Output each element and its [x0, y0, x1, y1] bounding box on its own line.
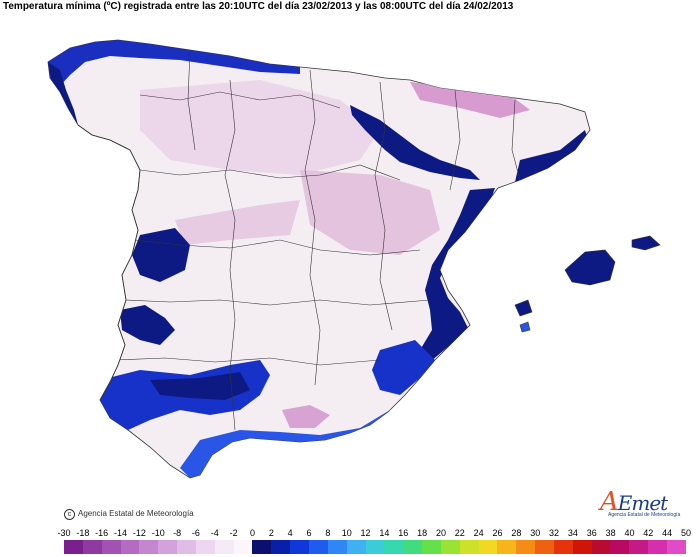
- legend-color-18: [403, 540, 423, 554]
- mild-zone-guadalquivir-dark: [150, 372, 250, 400]
- legend-color-29: [610, 540, 630, 554]
- legend-tick-label: 26: [492, 528, 503, 538]
- menorca: [631, 235, 661, 251]
- mild-zone-north-coast: [48, 40, 300, 88]
- cold-zone-north-plateau: [140, 80, 380, 175]
- legend-tick-label: 34: [567, 528, 578, 538]
- legend-tick-label: -10: [151, 528, 165, 538]
- legend-tick-label: 12: [360, 528, 371, 538]
- legend-tick-label: -8: [173, 528, 182, 538]
- ibiza: [514, 299, 533, 317]
- legend-tick-label: -16: [95, 528, 109, 538]
- mild-zone-catalonia-coast: [515, 130, 588, 182]
- legend-color-22: [478, 540, 498, 554]
- legend-color-23: [497, 540, 517, 554]
- legend-tick-label: 24: [473, 528, 484, 538]
- legend-tick-label: 38: [605, 528, 616, 538]
- legend-tick-label: 18: [417, 528, 428, 538]
- legend-color-17: [384, 540, 404, 554]
- peninsula: [47, 39, 591, 479]
- legend-tick-label: 6: [306, 528, 312, 538]
- formentera: [519, 321, 531, 333]
- legend-color-0: [64, 540, 83, 554]
- copyright-icon: c: [64, 509, 75, 520]
- legend-color-14: [327, 540, 347, 554]
- legend-color-27: [572, 540, 592, 554]
- legend-color-19: [422, 540, 441, 554]
- legend-color-32: [667, 540, 686, 554]
- legend-tick-label: -18: [76, 528, 90, 538]
- mild-zone-ebro-valley: [350, 105, 480, 180]
- cold-zone-central-system: [175, 200, 300, 245]
- legend-tick-label: 40: [624, 528, 635, 538]
- legend-color-25: [535, 540, 554, 554]
- logo-wordmark: AEmet: [600, 487, 668, 517]
- legend-tick-label: 20: [435, 528, 446, 538]
- legend-tick-label: 44: [662, 528, 673, 538]
- legend-color-2: [101, 540, 121, 554]
- region-borders: [114, 49, 521, 431]
- legend-color-8: [214, 540, 234, 554]
- logo-subtitle: Agencia Estatal de Meteorología: [608, 512, 681, 518]
- mild-zone-galicia: [48, 62, 78, 125]
- legend-color-9: [233, 540, 253, 554]
- cold-zone-pyrenees: [410, 82, 530, 118]
- mild-zone-guadiana: [120, 305, 175, 345]
- legend-color-24: [516, 540, 536, 554]
- legend-color-10: [252, 540, 272, 554]
- legend-tick-label: -12: [132, 528, 146, 538]
- legend-tick-label: -30: [57, 528, 71, 538]
- legend-tick-label: 14: [379, 528, 390, 538]
- mallorca: [564, 249, 616, 286]
- legend-tick-label: 30: [530, 528, 541, 538]
- legend-color-16: [365, 540, 385, 554]
- legend-colorbar: [64, 540, 686, 554]
- legend-tick-label: 32: [549, 528, 560, 538]
- legend-color-3: [120, 540, 140, 554]
- legend-tick-label: 36: [586, 528, 597, 538]
- legend-color-1: [82, 540, 102, 554]
- legend-color-26: [553, 540, 573, 554]
- cold-zone-sierra-nevada: [282, 405, 330, 428]
- legend-color-20: [440, 540, 460, 554]
- legend-tick-label: 22: [454, 528, 465, 538]
- legend-tick-label: -2: [229, 528, 238, 538]
- legend-tick-label: 28: [511, 528, 522, 538]
- mild-zone-murcia: [372, 340, 435, 395]
- legend-tick-label: 2: [268, 528, 274, 538]
- legend-color-28: [591, 540, 611, 554]
- mild-zone-south-coast: [180, 395, 420, 478]
- legend-color-5: [158, 540, 178, 554]
- legend-tick-label: 10: [341, 528, 352, 538]
- legend-color-30: [629, 540, 649, 554]
- legend-color-6: [177, 540, 196, 554]
- legend-color-7: [195, 540, 215, 554]
- legend-color-11: [271, 540, 291, 554]
- legend-color-13: [308, 540, 328, 554]
- aemet-logo: AEmet Agencia Estatal de Meteorología: [600, 487, 680, 519]
- legend-color-31: [648, 540, 667, 554]
- portugal-border: [77, 124, 141, 401]
- legend-color-12: [290, 540, 309, 554]
- legend-tick-label: 0: [249, 528, 255, 538]
- legend-color-4: [139, 540, 159, 554]
- legend-tick-label: 16: [398, 528, 409, 538]
- legend-tick-label: 8: [325, 528, 331, 538]
- map-title: Temperatura mínima (ºC) registrada entre…: [3, 1, 514, 12]
- legend-tick-label: 50: [680, 528, 692, 538]
- legend-color-21: [459, 540, 479, 554]
- legend-tick-label: -6: [191, 528, 200, 538]
- legend-tick-label: 4: [287, 528, 293, 538]
- legend-tick-label: 42: [643, 528, 654, 538]
- legend-ticks: -30 -18 -16 -14 -12 -10 -8 -6 -4 -2 0 2 4 6 8 10 12 14 16 1…: [0, 528, 696, 540]
- copyright-text: c Agencia Estatal de Meteorología: [64, 509, 194, 520]
- legend-tick-label: -4: [210, 528, 219, 538]
- legend-tick-label: -14: [114, 528, 128, 538]
- cold-zone-iberian-system: [300, 170, 440, 255]
- legend-color-15: [346, 540, 366, 554]
- balearic-islands: [514, 235, 661, 333]
